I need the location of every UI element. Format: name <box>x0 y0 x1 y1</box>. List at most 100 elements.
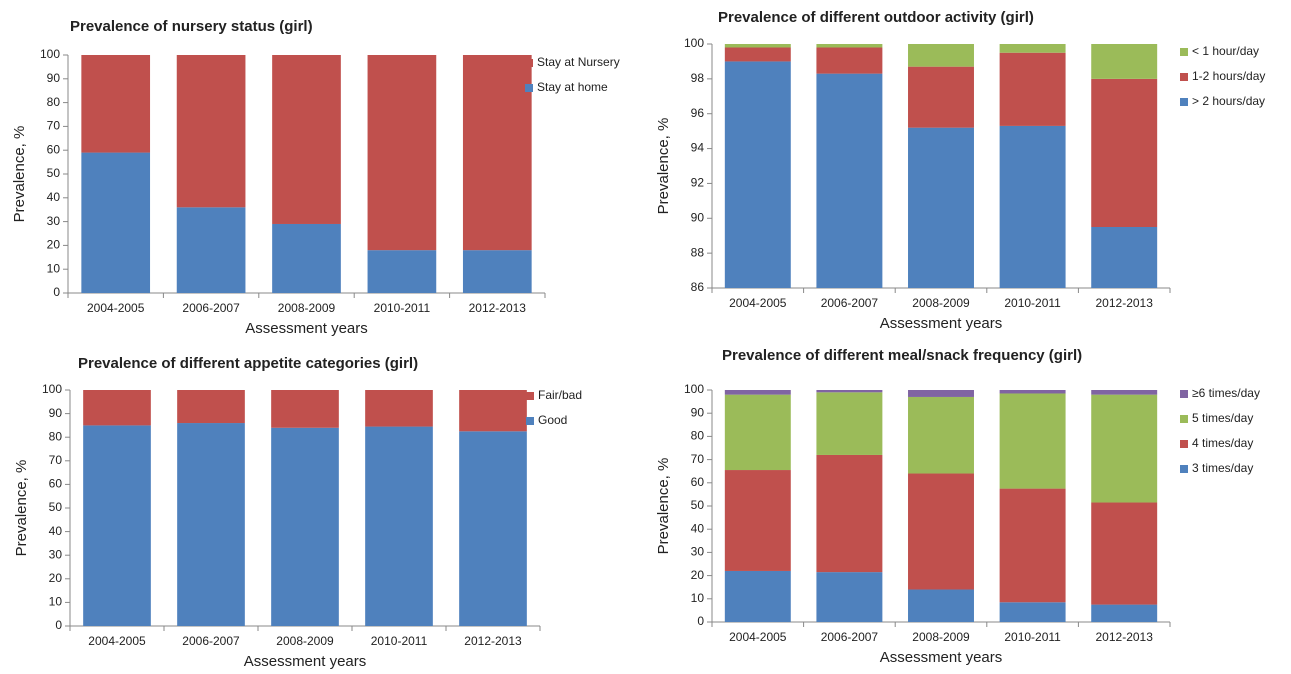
bar-segment <box>459 390 527 432</box>
y-tick-label: 100 <box>40 47 60 61</box>
y-tick-label: 60 <box>49 477 63 491</box>
bar-segment <box>1091 44 1158 79</box>
x-tick-label: 2010-2011 <box>371 634 428 648</box>
x-tick-label: 2004-2005 <box>729 296 787 310</box>
bar-segment <box>83 390 151 426</box>
bar-segment <box>724 44 791 48</box>
y-tick-label: 50 <box>691 498 705 512</box>
bar-segment <box>999 393 1066 489</box>
x-axis-label: Assessment years <box>880 649 1003 666</box>
chart-title: Prevalence of different meal/snack frequ… <box>722 347 1082 364</box>
y-tick-label: 60 <box>691 475 705 489</box>
legend-swatch <box>526 417 534 425</box>
legend-swatch <box>1180 415 1188 423</box>
legend-label: 1-2 hours/day <box>1192 69 1265 83</box>
x-tick-label: 2012-2013 <box>1096 296 1154 310</box>
legend-swatch <box>1180 73 1188 81</box>
legend-swatch <box>1180 48 1188 56</box>
y-tick-label: 80 <box>49 429 63 443</box>
x-axis-label: Assessment years <box>880 315 1003 332</box>
bar-segment <box>816 47 883 74</box>
bar-segment <box>999 488 1066 603</box>
bar-segment <box>908 66 974 128</box>
y-tick-label: 90 <box>691 405 705 419</box>
bar-segment <box>816 392 883 455</box>
x-tick-label: 2004-2005 <box>88 634 146 648</box>
bar-segment <box>1091 604 1158 622</box>
bar-segment <box>999 602 1066 622</box>
x-tick-label: 2010-2011 <box>1004 630 1061 644</box>
bar-segment <box>724 470 791 571</box>
y-tick-label: 40 <box>49 524 63 538</box>
legend-swatch <box>1180 98 1188 106</box>
bar-segment <box>908 390 974 397</box>
y-tick-label: 0 <box>53 285 60 299</box>
bar-segment <box>816 44 883 48</box>
bar-segment <box>176 55 246 208</box>
bar-segment <box>724 394 791 471</box>
legend-swatch <box>525 84 533 92</box>
chart-title: Prevalence of nursery status (girl) <box>70 18 313 35</box>
bar-segment <box>177 423 245 626</box>
x-tick-label: 2012-2013 <box>469 301 527 315</box>
y-tick-label: 40 <box>47 190 61 204</box>
bar-segment <box>365 426 433 626</box>
y-tick-label: 50 <box>47 166 61 180</box>
y-tick-label: 70 <box>691 452 705 466</box>
bar-segment <box>1091 227 1158 288</box>
legend-label: Good <box>538 413 567 427</box>
legend-label: Stay at home <box>537 80 608 94</box>
x-tick-label: 2010-2011 <box>1004 296 1061 310</box>
x-tick-label: 2004-2005 <box>87 301 145 315</box>
bar-segment <box>908 473 974 590</box>
legend-label: 3 times/day <box>1192 461 1253 475</box>
bar-segment <box>999 44 1066 53</box>
x-tick-label: 2008-2009 <box>912 630 970 644</box>
bar-segment <box>1091 390 1158 395</box>
x-tick-label: 2006-2007 <box>821 630 879 644</box>
chart-title: Prevalence of different outdoor activity… <box>718 9 1034 26</box>
bar-segment <box>908 127 974 289</box>
legend-label: 5 times/day <box>1192 411 1253 425</box>
bar-segment <box>272 223 341 293</box>
legend-swatch <box>1180 465 1188 473</box>
y-axis-label: Prevalence, % <box>11 126 28 223</box>
y-tick-label: 20 <box>47 238 61 252</box>
y-tick-label: 50 <box>49 500 63 514</box>
bar-segment <box>83 425 151 626</box>
bar-segment <box>999 390 1066 394</box>
y-tick-label: 0 <box>697 614 704 628</box>
bar-segment <box>1091 502 1158 605</box>
bar-segment <box>81 55 151 153</box>
legend-label: Stay at Nursery <box>537 55 620 69</box>
y-tick-label: 96 <box>691 106 705 120</box>
y-tick-label: 30 <box>47 214 61 228</box>
bar-segment <box>724 47 791 62</box>
x-axis-label: Assessment years <box>245 320 368 337</box>
bar-segment <box>816 572 883 622</box>
y-tick-label: 90 <box>47 71 61 85</box>
bar-segment <box>459 431 527 626</box>
legend-swatch <box>1180 390 1188 398</box>
y-tick-label: 88 <box>691 245 705 259</box>
x-tick-label: 2006-2007 <box>821 296 879 310</box>
x-tick-label: 2006-2007 <box>182 301 240 315</box>
legend-swatch <box>525 59 533 67</box>
y-tick-label: 86 <box>691 280 705 294</box>
y-tick-label: 0 <box>55 618 62 632</box>
y-tick-label: 100 <box>42 382 62 396</box>
legend-swatch <box>526 392 534 400</box>
bar-segment <box>999 125 1066 289</box>
y-tick-label: 98 <box>691 71 705 85</box>
legend-label: Fair/bad <box>538 388 582 402</box>
y-tick-label: 80 <box>47 95 61 109</box>
bar-segment <box>999 52 1066 126</box>
y-tick-label: 92 <box>691 176 705 190</box>
bar-segment <box>271 390 339 428</box>
legend-label: 4 times/day <box>1192 436 1253 450</box>
x-tick-label: 2010-2011 <box>374 301 431 315</box>
y-tick-label: 60 <box>47 142 61 156</box>
y-tick-label: 10 <box>49 595 63 609</box>
bar-segment <box>908 44 974 67</box>
